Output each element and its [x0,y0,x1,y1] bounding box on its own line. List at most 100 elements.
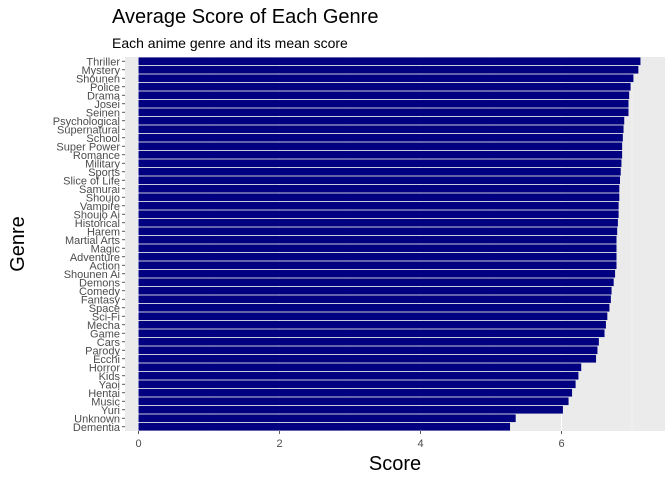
y-tick-label: Dementia [73,422,121,434]
y-tick-label: Fantasy [81,294,121,306]
bar-cars [138,337,599,346]
y-tick-label: Shounen Ai [64,269,120,281]
bar-shounen-ai [138,269,616,278]
y-tick-label: Vampire [80,201,120,213]
bar-adventure [138,252,617,261]
y-axis: ThrillerMysteryShounenPoliceDramaJoseiSe… [53,56,125,434]
y-tick-label: Adventure [70,252,120,264]
bar-yaoi [138,380,576,389]
y-tick-label: Sports [88,167,120,179]
bar-demons [138,278,614,287]
bar-hentai [138,388,573,397]
y-tick-label: Yaoi [99,379,120,391]
y-tick-label: Yuri [101,405,120,417]
y-tick-label: Ecchi [93,354,120,366]
x-axis: 0 2 4 6 [135,431,565,450]
y-tick-label: Military [85,158,120,170]
x-tick-label: 6 [558,438,564,450]
bar-magic [138,244,617,253]
y-tick-label: Kids [99,371,121,383]
y-tick-label: Comedy [79,286,120,298]
bar-space [138,303,610,312]
y-tick-label: Game [90,328,120,340]
bar-fantasy [138,295,611,304]
y-tick-label: Magic [91,243,121,255]
y-tick-label: Harem [87,226,120,238]
y-tick-label: Sci-Fi [92,311,120,323]
x-axis-title: Score [369,453,421,475]
bar-supernatural [138,125,624,134]
bar-shoujo-ai [138,210,619,219]
y-tick-label: Mystery [82,65,121,77]
bar-samurai [138,184,620,193]
y-tick-label: Psychological [53,116,120,128]
bar-sports [138,167,621,176]
bar-military [138,159,622,168]
y-tick-label: School [86,133,120,145]
bar-slice-of-life [138,176,621,185]
y-tick-label: Slice of Life [63,175,120,187]
y-tick-label: Demons [79,277,120,289]
y-tick-label: Hentai [88,388,120,400]
bar-yuri [138,405,563,414]
bar-dementia [138,422,511,431]
y-tick-label: Thriller [86,56,120,68]
bar-game [138,329,605,338]
bar-sci-fi [138,312,608,321]
bar-vampire [138,201,619,210]
y-tick-label: Parody [85,345,120,357]
y-tick-label: Martial Arts [65,235,121,247]
y-tick-label: Mecha [87,320,121,332]
y-tick-label: Samurai [79,184,120,196]
y-tick-label: Josei [94,99,120,111]
bar-psychological [138,116,625,125]
bar-parody [138,346,598,355]
bar-martial-arts [138,235,617,244]
bar-josei [138,99,629,108]
bar-unknown [138,414,516,423]
bar-shounen [138,74,634,83]
bar-police [138,82,631,91]
y-tick-label: Space [89,303,120,315]
y-tick-label: Super Power [56,141,120,153]
y-tick-label: Supernatural [57,124,120,136]
chart-subtitle: Each anime genre and its mean score [112,35,348,51]
y-axis-title: Genre [7,216,29,272]
bar-thriller [138,57,641,66]
y-tick-label: Unknown [74,413,120,425]
bar-drama [138,91,630,100]
y-tick-label: Action [89,260,120,272]
y-tick-label: Horror [89,362,121,374]
y-tick-label: Shoujo [86,192,120,204]
y-tick-label: Police [90,82,120,94]
bar-kids [138,371,579,380]
bar-school [138,133,623,142]
bar-ecchi [138,354,597,363]
bar-historical [138,218,618,227]
bar-seinen [138,108,629,117]
bar-shoujo [138,193,620,202]
y-tick-label: Shoujo Ai [74,209,120,221]
y-tick-label: Music [91,396,120,408]
y-tick-label: Historical [75,218,120,230]
bar-comedy [138,286,612,295]
bar-horror [138,363,582,372]
bar-mystery [138,65,639,74]
x-tick-label: 4 [417,438,423,450]
bar-mecha [138,320,606,329]
y-tick-label: Shounen [76,73,120,85]
x-tick-label: 2 [276,438,282,450]
y-tick-label: Romance [73,150,120,162]
bars [138,57,641,431]
bar-action [138,261,617,270]
bar-harem [138,227,618,236]
x-tick-label: 0 [135,438,141,450]
chart-title: Average Score of Each Genre [112,6,379,28]
y-tick-label: Drama [87,90,121,102]
bar-super-power [138,142,623,151]
y-tick-label: Seinen [86,107,120,119]
bar-romance [138,150,623,159]
y-tick-label: Cars [97,337,121,349]
